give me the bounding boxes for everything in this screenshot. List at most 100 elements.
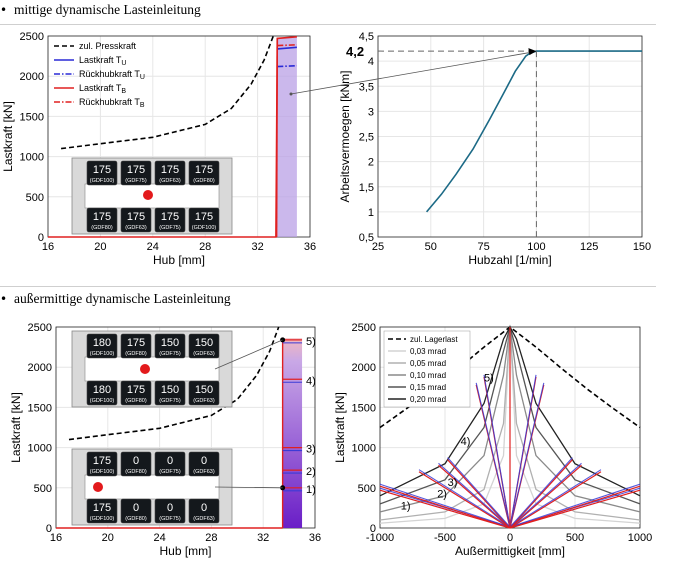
bullet-icon: • xyxy=(0,292,8,306)
section-heading-bottom: • außermittige dynamische Lasteinleitung xyxy=(0,291,231,307)
load-fill xyxy=(277,37,297,237)
marker-label: 4) xyxy=(306,375,316,387)
load-ray xyxy=(509,469,602,528)
series-line xyxy=(277,64,297,68)
cylinder-type: (GDF75) xyxy=(159,469,181,475)
cylinder-type: (GDF75) xyxy=(125,178,147,184)
x-tick-label: 75 xyxy=(477,241,489,253)
marker-label: 5) xyxy=(484,373,494,385)
marker-label: 5) xyxy=(306,336,316,348)
load-point xyxy=(140,364,150,374)
cylinder-force: 175 xyxy=(127,337,145,349)
series-line xyxy=(277,44,297,47)
cylinder-box xyxy=(188,451,220,477)
cylinder-box xyxy=(154,451,186,477)
load-ray xyxy=(509,485,641,529)
x-tick-label: 24 xyxy=(153,532,165,544)
cylinder-force: 0 xyxy=(133,502,139,514)
cylinder-type: (GDF63) xyxy=(193,516,215,522)
x-tick-label: 100 xyxy=(527,241,545,253)
legend: zul. Presskraft Lastkraft TU Rückhubkraft … xyxy=(54,41,145,109)
x-tick-label: -500 xyxy=(434,532,456,544)
marker-label: 1) xyxy=(401,501,411,513)
cylinder-box xyxy=(86,498,118,524)
legend-label: 0,05 mrad xyxy=(410,359,446,368)
y-tick-label: 0 xyxy=(46,523,52,535)
x-tick-label: 500 xyxy=(566,532,584,544)
load-fill xyxy=(282,338,303,528)
load-ray xyxy=(418,469,511,528)
load-ray xyxy=(509,382,545,528)
legend-label: Lastkraft TU xyxy=(79,55,126,67)
y-axis-label: Arbeitsvermoegen [kNm] xyxy=(338,70,352,202)
legend-label: 0,20 mrad xyxy=(410,395,446,404)
series-line xyxy=(275,38,279,238)
cylinder-box xyxy=(120,207,152,233)
y-tick-label: 1000 xyxy=(352,443,376,455)
y-tick-label: 500 xyxy=(26,192,44,204)
section-heading-top: • mittige dynamische Lasteinleitung xyxy=(0,2,201,18)
cylinder-box xyxy=(120,451,152,477)
cylinder-type: (GDF63) xyxy=(193,398,215,404)
cylinder-box xyxy=(86,207,118,233)
load-ray xyxy=(438,464,511,529)
legend-box xyxy=(383,330,471,408)
x-tick-label: 28 xyxy=(199,241,211,253)
x-tick-label: 16 xyxy=(42,241,54,253)
load-ray xyxy=(475,382,511,528)
cylinder-box xyxy=(188,380,220,406)
y-tick-label: 2,5 xyxy=(359,132,374,144)
cylinder-force: 175 xyxy=(93,502,111,514)
cylinder-type: (GDF100) xyxy=(90,398,115,404)
cylinder-force: 175 xyxy=(127,164,145,176)
x-tick-label: 25 xyxy=(372,241,384,253)
legend-label: 0,03 mrad xyxy=(410,347,446,356)
y-tick-label: 2 xyxy=(368,157,374,169)
connector-line xyxy=(290,51,533,95)
x-axis-label: Hub [mm] xyxy=(153,253,205,267)
cylinder-force: 0 xyxy=(201,502,207,514)
y-tick-label: 0 xyxy=(38,232,44,244)
y-tick-label: 3,5 xyxy=(359,81,374,93)
y-tick-label: 2500 xyxy=(28,322,52,334)
y-tick-label: 1000 xyxy=(28,443,52,455)
load-ray xyxy=(509,457,573,528)
load-ray xyxy=(509,462,582,528)
x-tick-label: 32 xyxy=(251,241,263,253)
x-tick-label: 32 xyxy=(257,532,269,544)
cylinder-box xyxy=(120,333,152,359)
heading-text: außermittige dynamische Lasteinleitung xyxy=(14,291,231,306)
cylinder-force: 175 xyxy=(161,211,179,223)
load-ray xyxy=(509,464,582,529)
cylinder-force: 175 xyxy=(195,164,213,176)
annotation-value: 4,2 xyxy=(346,44,364,59)
cylinder-type: (GDF63) xyxy=(193,351,215,357)
cylinder-force: 0 xyxy=(167,455,173,467)
y-tick-label: 1 xyxy=(368,207,374,219)
load-point xyxy=(93,482,103,492)
marker-label: 3) xyxy=(306,444,316,456)
x-axis-label: Außermittigkeit [mm] xyxy=(455,544,565,558)
x-tick-label: 20 xyxy=(94,241,106,253)
legend-label: Rückhubkraft TB xyxy=(79,97,145,109)
legend-label: zul. Lagerlast xyxy=(410,335,458,344)
y-tick-label: 0,5 xyxy=(359,232,374,244)
cylinder-box xyxy=(86,160,118,186)
y-tick-label: 4,5 xyxy=(359,31,374,43)
marker-label: 2) xyxy=(306,466,316,478)
load-ray xyxy=(509,471,602,529)
y-tick-label: 2000 xyxy=(20,71,44,83)
x-axis-label: Hub [mm] xyxy=(159,544,211,558)
cylinder-box xyxy=(188,160,220,186)
y-tick-label: 4 xyxy=(368,56,374,68)
cylinder-type: (GDF75) xyxy=(159,398,181,404)
cylinder-type: (GDF80) xyxy=(125,516,147,522)
cylinder-type: (GDF63) xyxy=(193,469,215,475)
x-tick-label: 24 xyxy=(147,241,159,253)
connector-line xyxy=(214,486,283,489)
legend-subscript: U xyxy=(121,60,126,67)
cylinder-box xyxy=(120,160,152,186)
cylinder-type: (GDF63) xyxy=(159,178,181,184)
load-ray xyxy=(509,459,573,529)
